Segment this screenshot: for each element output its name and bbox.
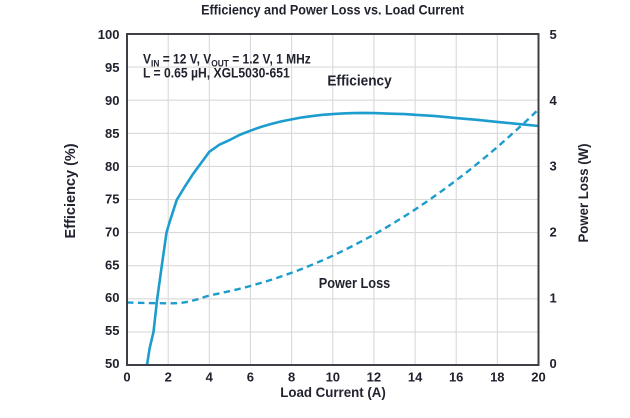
svg-text:10: 10 [326,369,340,384]
svg-text:3: 3 [550,159,557,174]
svg-text:4: 4 [206,369,214,384]
svg-text:2: 2 [550,225,557,240]
svg-text:60: 60 [105,290,119,305]
svg-text:L = 0.65 µH, XGL5030-651: L = 0.65 µH, XGL5030-651 [143,65,290,81]
svg-text:95: 95 [105,60,119,75]
svg-text:Efficiency: Efficiency [327,72,392,88]
svg-text:65: 65 [105,257,119,272]
svg-text:4: 4 [550,93,558,108]
svg-text:2: 2 [165,369,172,384]
svg-text:75: 75 [105,192,119,207]
svg-text:90: 90 [105,93,119,108]
svg-text:16: 16 [449,369,463,384]
svg-text:80: 80 [105,159,119,174]
svg-text:Load Current (A): Load Current (A) [280,385,386,400]
svg-text:0: 0 [123,369,130,384]
svg-text:100: 100 [98,27,120,42]
svg-text:6: 6 [247,369,254,384]
svg-text:70: 70 [105,225,119,240]
svg-text:Efficiency and Power Loss vs.: Efficiency and Power Loss vs. Load Curre… [201,2,464,18]
svg-text:Power Loss (W): Power Loss (W) [576,144,592,243]
svg-text:55: 55 [105,323,119,338]
svg-text:50: 50 [105,356,119,371]
svg-text:5: 5 [550,27,557,42]
svg-text:Power Loss: Power Loss [319,274,391,291]
svg-text:85: 85 [105,126,119,141]
svg-text:1: 1 [550,290,557,305]
svg-text:20: 20 [531,369,545,384]
svg-text:14: 14 [408,369,423,384]
svg-text:0: 0 [550,356,557,371]
svg-text:8: 8 [288,369,295,384]
svg-text:18: 18 [490,369,504,384]
svg-text:VIN = 12 V, VOUT = 1.2 V, 1 MH: VIN = 12 V, VOUT = 1.2 V, 1 MHz [143,51,311,69]
svg-text:12: 12 [367,369,381,384]
svg-text:Efficiency (%): Efficiency (%) [63,143,79,238]
